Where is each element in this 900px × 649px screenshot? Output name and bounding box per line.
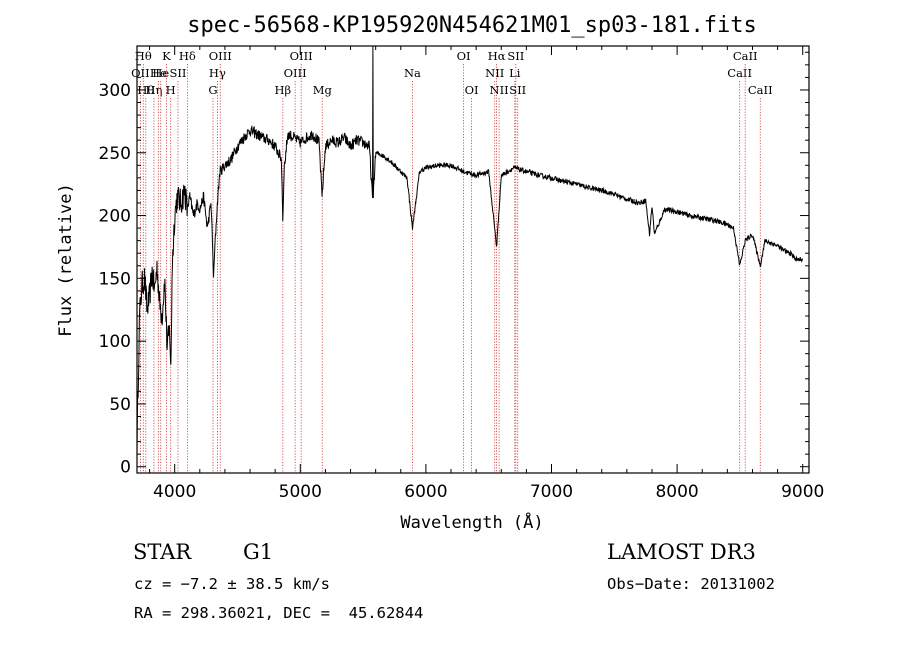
spectral-line-label-17: Na <box>404 66 421 80</box>
spectral-line-label-4: He <box>150 66 167 80</box>
sky-coordinates: RA = 298.36021, DEC = 45.62844 <box>134 604 424 622</box>
x-tick-label-4: 8000 <box>655 482 698 502</box>
spectral-line-label-7: H <box>166 83 176 97</box>
spectral-line-label-22: NII <box>490 83 509 97</box>
spectral-line-label-3: Hη <box>145 83 162 97</box>
spectral-line-label-24: SII <box>507 49 524 63</box>
y-tick-label-2: 100 <box>99 332 131 352</box>
x-tick-label-5: 9000 <box>781 482 824 502</box>
spectral-line-label-18: OI <box>457 49 471 63</box>
x-tick-label-1: 5000 <box>279 482 322 502</box>
spectral-line-label-11: Hγ <box>209 66 226 80</box>
spectral-line-label-23: Li <box>509 66 521 80</box>
y-tick-label-4: 200 <box>99 207 131 227</box>
spectral-line-label-5: He <box>152 66 169 80</box>
spectral-line-label-19: OI <box>465 83 479 97</box>
x-tick-label-3: 7000 <box>530 482 573 502</box>
object-subclass: G1 <box>243 540 274 564</box>
object-class: STAR <box>133 540 192 564</box>
chart-title: spec-56568-KP195920N454621M01_sp03-181.f… <box>187 13 757 38</box>
y-tick-label-6: 300 <box>99 81 131 101</box>
spectral-line-label-25: SII <box>509 83 526 97</box>
spectral-line-label-1: OII <box>131 66 150 80</box>
y-tick-label-5: 250 <box>99 144 131 164</box>
spectrum-line <box>136 45 803 453</box>
spectral-line-label-6: K <box>162 49 171 63</box>
spectral-line-label-27: CaII <box>733 49 758 63</box>
plot-frame <box>136 45 810 474</box>
survey-name: LAMOST DR3 <box>607 540 756 564</box>
redshift-cz: cz = −7.2 ± 38.5 km/s <box>134 575 330 593</box>
axis-ticks: 4000 5000 6000 7000 8000 9000 0 50 100 150 200 250 3… <box>99 46 824 502</box>
spectral-line-label-8: SII <box>169 66 186 80</box>
spectral-line-label-12: OIII <box>209 49 232 63</box>
observation-date: Obs−Date: 20131002 <box>607 575 775 593</box>
y-axis-label: Flux (relative) <box>56 183 76 337</box>
spectral-line-label-26: CaII <box>727 66 752 80</box>
y-tick-label-0: 0 <box>120 458 131 478</box>
spectrum-series <box>136 45 803 453</box>
spectral-line-label-15: OIII <box>290 49 313 63</box>
y-tick-label-1: 50 <box>109 395 131 415</box>
spectral-line-label-10: G <box>208 83 217 97</box>
spectral-line-label-13: Hβ <box>274 83 291 97</box>
x-tick-label-2: 6000 <box>404 482 447 502</box>
spectral-line-label-20: NII <box>485 66 504 80</box>
x-axis-label: Wavelength (Å) <box>400 511 543 533</box>
y-tick-label-3: 150 <box>99 269 131 289</box>
spectral-line-label-21: Hα <box>488 49 506 63</box>
spectral-line-label-16: Mg <box>313 83 333 97</box>
x-tick-label-0: 4000 <box>153 482 196 502</box>
spectral-line-label-28: CaII <box>748 83 773 97</box>
spectral-line-markers: HθOIIHθHηHeHeKHSIIHδGHγOIIIHβOIIIOIIIMgN… <box>131 49 773 473</box>
spectral-line-label-14: OIII <box>284 66 307 80</box>
spectral-line-label-9: Hδ <box>179 49 196 63</box>
